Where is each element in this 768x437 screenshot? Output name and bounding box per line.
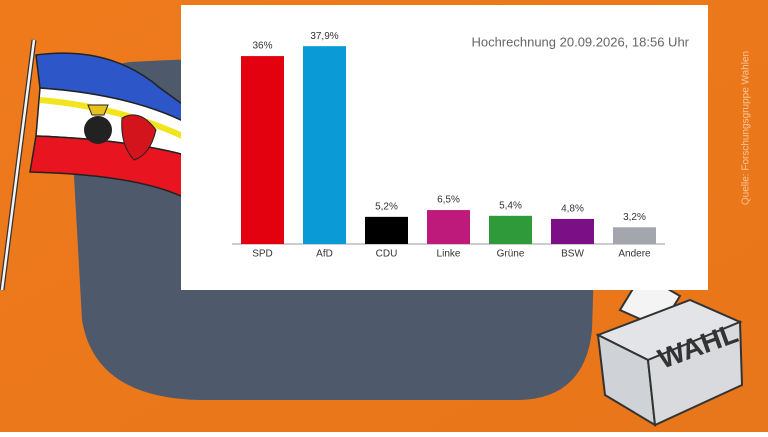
bar	[427, 210, 470, 244]
value-label: 5,4%	[499, 200, 522, 211]
value-label: 4,8%	[561, 204, 584, 215]
value-label: 37,9%	[310, 31, 338, 42]
value-label: 3,2%	[623, 212, 646, 223]
value-label: 5,2%	[375, 201, 398, 212]
value-label: 36%	[252, 41, 272, 52]
x-tick-label: Andere	[618, 249, 651, 260]
bar	[241, 56, 284, 244]
bar	[613, 227, 656, 244]
x-tick-label: Linke	[437, 249, 461, 260]
x-tick-label: AfD	[316, 249, 333, 260]
flag	[0, 39, 208, 291]
x-tick-label: BSW	[561, 249, 584, 260]
x-tick-label: CDU	[376, 249, 398, 260]
bar	[303, 46, 346, 244]
chart-subtitle: Hochrechnung 20.09.2026, 18:56 Uhr	[471, 34, 689, 49]
x-tick-label: Grüne	[497, 249, 525, 260]
value-label: 6,5%	[437, 195, 460, 206]
source-note: Quelle: Forschungsgruppe Wahlen	[741, 51, 752, 205]
x-tick-label: SPD	[252, 249, 273, 260]
bar	[365, 216, 408, 244]
bar	[489, 215, 532, 244]
bar	[551, 218, 594, 244]
